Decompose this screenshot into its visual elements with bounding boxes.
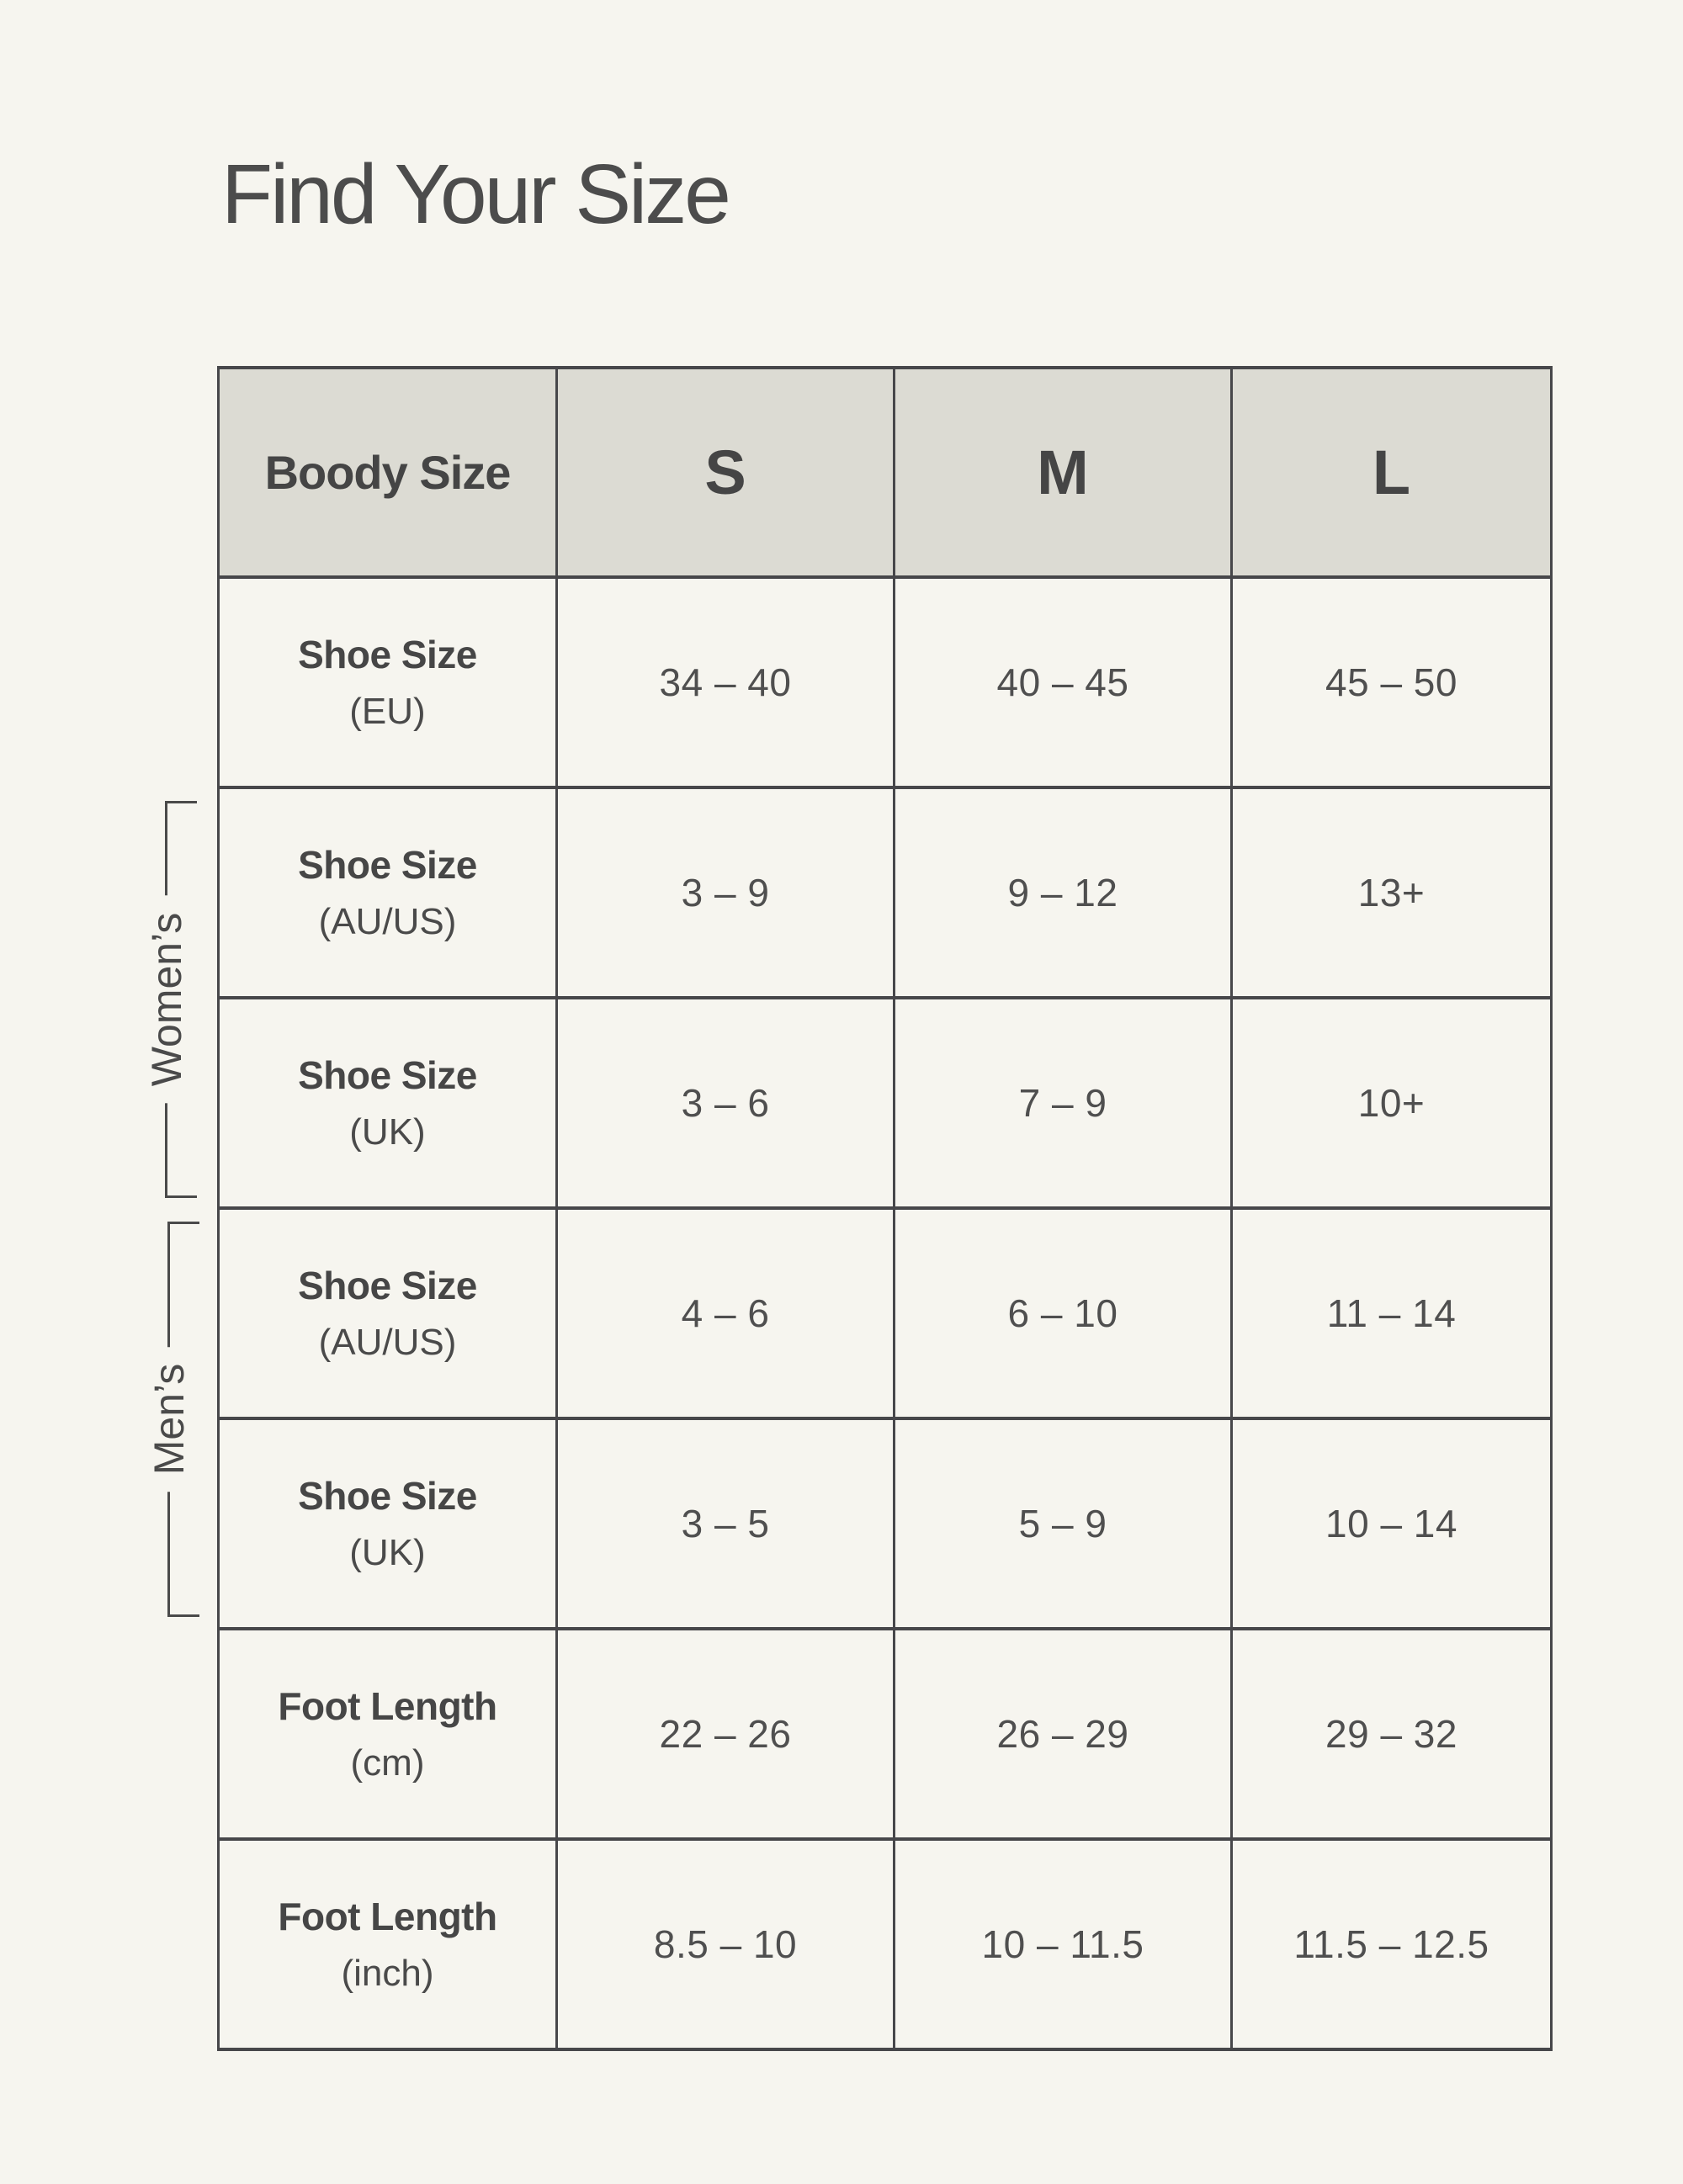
value-cell: 10 – 11.5: [895, 1841, 1233, 2048]
value-s: 34 – 40: [659, 660, 792, 704]
value-cell: 8.5 – 10: [558, 1841, 895, 2048]
row-label: Shoe Size: [298, 1052, 477, 1097]
header-label: Boody Size: [264, 446, 512, 499]
row-label-cell: Shoe Size (UK): [220, 1420, 558, 1627]
size-chart-table: Boody Size S M L Shoe Size (EU) 34 – 40 …: [217, 366, 1553, 2051]
value-l: 45 – 50: [1325, 660, 1457, 704]
value-s: 3 – 6: [681, 1081, 770, 1125]
row-sublabel: (cm): [350, 1741, 425, 1784]
value-s: 8.5 – 10: [653, 1922, 798, 1966]
table-row-shoe-size-eu: Shoe Size (EU) 34 – 40 40 – 45 45 – 50: [220, 579, 1550, 789]
value-cell: 11.5 – 12.5: [1233, 1841, 1550, 2048]
size-l-label: L: [1372, 437, 1411, 507]
value-l: 13+: [1357, 871, 1426, 914]
mens-group-label: Men’s: [146, 1346, 193, 1492]
value-cell: 10+: [1233, 999, 1550, 1206]
table-row-mens-shoe-size-uk: Shoe Size (UK) 3 – 5 5 – 9 10 – 14: [220, 1420, 1550, 1630]
row-label: Shoe Size: [298, 1473, 477, 1518]
row-label-cell: Shoe Size (AU/US): [220, 789, 558, 996]
value-m: 6 – 10: [1007, 1291, 1118, 1335]
value-m: 10 – 11.5: [981, 1922, 1144, 1966]
row-label-cell: Foot Length (inch): [220, 1841, 558, 2048]
value-cell: 26 – 29: [895, 1630, 1233, 1837]
value-m: 7 – 9: [1018, 1081, 1107, 1125]
header-cell-size-l: L: [1233, 369, 1550, 575]
table-header-row: Boody Size S M L: [220, 369, 1550, 579]
value-cell: 4 – 6: [558, 1210, 895, 1417]
header-cell-size-m: M: [895, 369, 1233, 575]
table-row-foot-length-inch: Foot Length (inch) 8.5 – 10 10 – 11.5 11…: [220, 1841, 1550, 2048]
row-label: Shoe Size: [298, 1263, 477, 1307]
womens-group-label: Women’s: [143, 895, 190, 1104]
row-sublabel: (UK): [349, 1111, 426, 1153]
value-l: 29 – 32: [1325, 1712, 1457, 1756]
row-sublabel: (EU): [349, 690, 426, 732]
row-sublabel: (AU/US): [318, 1321, 457, 1363]
value-l: 11 – 14: [1326, 1291, 1457, 1335]
value-l: 10+: [1357, 1081, 1426, 1125]
value-s: 3 – 5: [681, 1502, 770, 1545]
value-cell: 3 – 6: [558, 999, 895, 1206]
row-label-cell: Shoe Size (AU/US): [220, 1210, 558, 1417]
row-label-cell: Foot Length (cm): [220, 1630, 558, 1837]
table-row-mens-shoe-size-au-us: Shoe Size (AU/US) 4 – 6 6 – 10 11 – 14: [220, 1210, 1550, 1420]
row-label-cell: Shoe Size (EU): [220, 579, 558, 786]
value-cell: 3 – 9: [558, 789, 895, 996]
value-cell: 45 – 50: [1233, 579, 1550, 786]
value-m: 26 – 29: [996, 1712, 1129, 1756]
row-label: Shoe Size: [298, 842, 477, 887]
row-label: Foot Length: [278, 1894, 497, 1938]
value-cell: 34 – 40: [558, 579, 895, 786]
value-cell: 29 – 32: [1233, 1630, 1550, 1837]
table-row-womens-shoe-size-uk: Shoe Size (UK) 3 – 6 7 – 9 10+: [220, 999, 1550, 1210]
value-s: 4 – 6: [681, 1291, 770, 1335]
row-sublabel: (inch): [341, 1952, 434, 1994]
header-cell-size-s: S: [558, 369, 895, 575]
value-cell: 3 – 5: [558, 1420, 895, 1627]
value-cell: 40 – 45: [895, 579, 1233, 786]
value-m: 40 – 45: [996, 660, 1129, 704]
value-s: 22 – 26: [659, 1712, 792, 1756]
value-l: 11.5 – 12.5: [1293, 1922, 1489, 1966]
value-cell: 22 – 26: [558, 1630, 895, 1837]
value-l: 10 – 14: [1325, 1502, 1457, 1545]
value-cell: 7 – 9: [895, 999, 1233, 1206]
value-cell: 13+: [1233, 789, 1550, 996]
row-label: Shoe Size: [298, 632, 477, 676]
value-cell: 5 – 9: [895, 1420, 1233, 1627]
value-s: 3 – 9: [681, 871, 770, 914]
row-label: Foot Length: [278, 1683, 497, 1728]
row-sublabel: (UK): [349, 1531, 426, 1573]
header-cell-boody-size: Boody Size: [220, 369, 558, 575]
size-s-label: S: [704, 437, 746, 507]
value-m: 9 – 12: [1007, 871, 1118, 914]
row-label-cell: Shoe Size (UK): [220, 999, 558, 1206]
size-m-label: M: [1037, 437, 1089, 507]
table-row-foot-length-cm: Foot Length (cm) 22 – 26 26 – 29 29 – 32: [220, 1630, 1550, 1841]
value-cell: 6 – 10: [895, 1210, 1233, 1417]
value-cell: 10 – 14: [1233, 1420, 1550, 1627]
row-sublabel: (AU/US): [318, 900, 457, 942]
page-title: Find Your Size: [221, 147, 731, 241]
value-cell: 9 – 12: [895, 789, 1233, 996]
value-m: 5 – 9: [1018, 1502, 1107, 1545]
table-row-womens-shoe-size-au-us: Shoe Size (AU/US) 3 – 9 9 – 12 13+: [220, 789, 1550, 999]
value-cell: 11 – 14: [1233, 1210, 1550, 1417]
